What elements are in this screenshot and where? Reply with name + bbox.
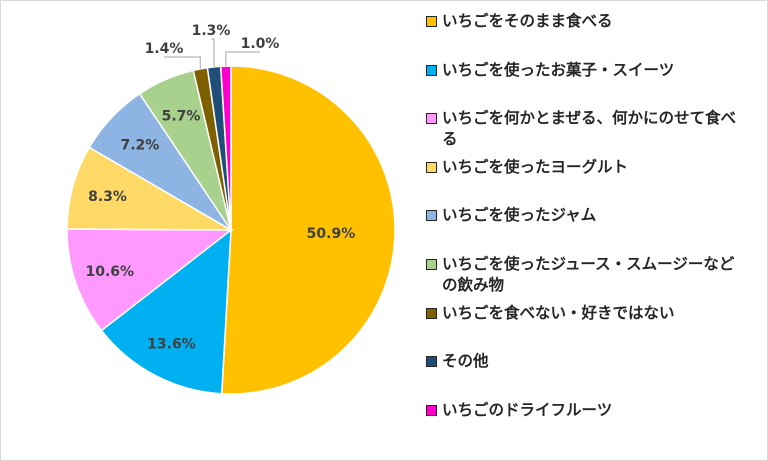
data-label-6: 5.7%	[162, 108, 201, 124]
data-label-5: 7.2%	[120, 137, 159, 153]
legend-swatch-7	[426, 308, 437, 319]
legend-item-2: いちごを使ったお菓子・スイーツ	[426, 60, 756, 81]
pie-chart: 50.9% 13.6% 10.6% 8.3% 7.2%5.7% 1.4% 1.3% 1.0%	[66, 23, 396, 395]
data-label-4: 8.3%	[88, 189, 127, 205]
data-label-3: 10.6%	[85, 264, 134, 280]
pie-slice-3	[66, 228, 234, 332]
legend-swatch-8	[426, 356, 437, 367]
legend-label-5: いちごを使ったジャム	[442, 206, 597, 224]
legend-swatch-4	[426, 162, 437, 173]
legend-swatch-3	[426, 113, 437, 124]
legend-label-1: いちごをそのまま食べる	[442, 12, 613, 30]
legend-label-2: いちごを使ったお菓子・スイーツ	[442, 61, 675, 79]
legend-item-3: いちごを何かとまぜる、何かにのせて食べる	[426, 108, 756, 150]
legend-item-4: いちごを使ったヨーグルト	[426, 157, 756, 178]
legend-item-9: いちごのドライフルーツ	[426, 400, 756, 421]
legend-label-6: いちごを使ったジュース・スムージーなどの飲み物	[442, 255, 735, 294]
leader-line-7	[164, 56, 201, 69]
legend-item-7: いちごを食べない・好きではない	[426, 303, 756, 324]
legend-item-1: いちごをそのまま食べる	[426, 11, 756, 32]
legend-swatch-9	[426, 405, 437, 416]
legend-label-7: いちごを食べない・好きではない	[442, 304, 675, 322]
legend-swatch-1	[426, 16, 437, 27]
legend-item-5: いちごを使ったジャム	[426, 205, 756, 226]
pie-slice-2	[100, 228, 232, 395]
legend-item-8: その他	[426, 351, 756, 372]
data-label-1: 50.9%	[307, 226, 356, 242]
data-label-2: 13.6%	[147, 336, 196, 352]
pie-slice-4	[66, 146, 234, 231]
data-label-7: 1.4%	[145, 41, 184, 57]
leader-line-8	[211, 38, 215, 67]
legend-label-4: いちごを使ったヨーグルト	[442, 158, 629, 176]
leader-line-9	[225, 51, 260, 67]
legend-swatch-6	[426, 259, 437, 270]
legend-label-3: いちごを何かとまぜる、何かにのせて食べる	[442, 109, 737, 148]
legend-item-6: いちごを使ったジュース・スムージーなどの飲み物	[426, 254, 756, 296]
legend-swatch-5	[426, 210, 437, 221]
legend-label-9: いちごのドライフルーツ	[442, 401, 613, 419]
legend-label-8: その他	[442, 352, 489, 370]
pie-slice-1	[220, 65, 396, 395]
data-label-9: 1.0%	[241, 36, 280, 52]
legend-swatch-2	[426, 65, 437, 76]
data-label-8: 1.3%	[192, 23, 231, 39]
